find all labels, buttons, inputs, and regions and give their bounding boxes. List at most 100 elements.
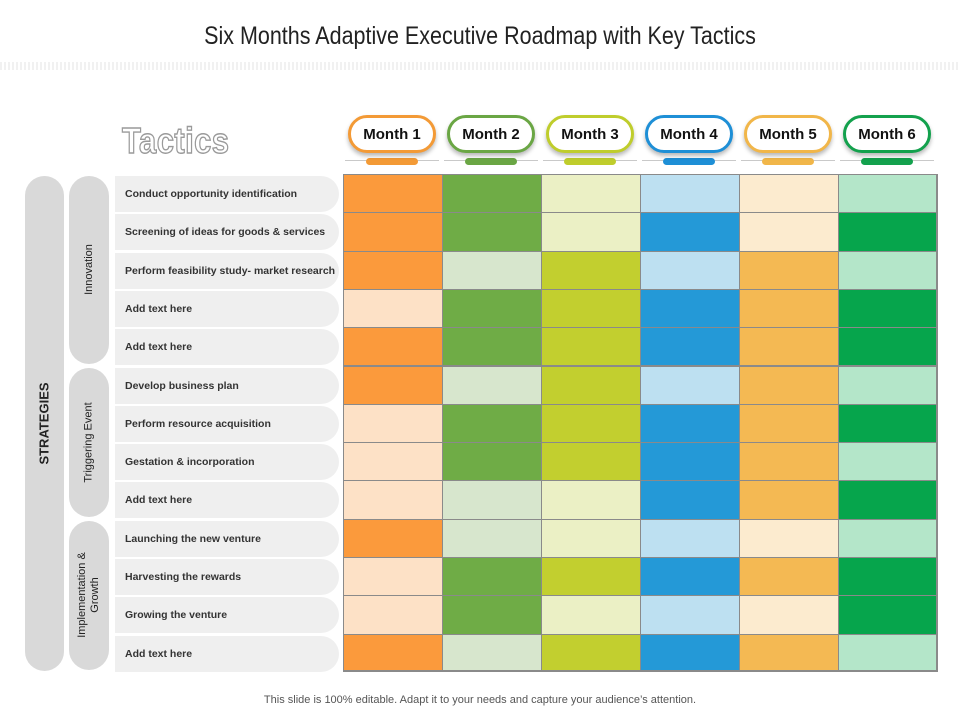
roadmap-cell bbox=[443, 328, 542, 367]
roadmap-cell bbox=[542, 289, 641, 329]
roadmap-cell bbox=[443, 366, 542, 405]
roadmap-cell bbox=[344, 175, 443, 214]
month-color-bar bbox=[663, 158, 715, 165]
roadmap-cell bbox=[344, 596, 443, 635]
roadmap-cell bbox=[542, 404, 641, 444]
month-color-bar bbox=[762, 158, 814, 165]
tactic-row: Add text here bbox=[115, 290, 339, 327]
roadmap-cell bbox=[542, 596, 641, 635]
tactic-row: Add text here bbox=[115, 635, 339, 672]
tactic-label: Add text here bbox=[125, 647, 193, 660]
roadmap-cell bbox=[740, 596, 839, 635]
roadmap-cell bbox=[740, 213, 839, 252]
roadmap-cell bbox=[542, 251, 641, 290]
roadmap-cell bbox=[740, 366, 839, 405]
roadmap-cell bbox=[839, 443, 937, 482]
month-label: Month 4 bbox=[645, 115, 733, 153]
roadmap-cell bbox=[740, 251, 839, 290]
roadmap-cell bbox=[839, 328, 937, 367]
roadmap-cell bbox=[344, 519, 443, 558]
month-label: Month 6 bbox=[843, 115, 931, 153]
roadmap-cell bbox=[344, 404, 443, 444]
roadmap-cell bbox=[740, 175, 839, 214]
month-header: Month 2 bbox=[444, 115, 538, 167]
month-label: Month 3 bbox=[546, 115, 634, 153]
tactic-label: Gestation & incorporation bbox=[125, 456, 255, 469]
roadmap-cell bbox=[641, 366, 740, 405]
title-divider bbox=[0, 62, 960, 70]
roadmap-cell bbox=[641, 175, 740, 214]
roadmap-cell bbox=[443, 175, 542, 214]
roadmap-cell bbox=[443, 404, 542, 444]
tactic-row: Develop business plan bbox=[115, 367, 339, 404]
roadmap-cell bbox=[344, 328, 443, 367]
month-label: Month 2 bbox=[447, 115, 535, 153]
month-header: Month 5 bbox=[741, 115, 835, 167]
roadmap-cell bbox=[839, 558, 937, 597]
tactic-label: Add text here bbox=[125, 341, 193, 354]
roadmap-cell bbox=[740, 328, 839, 367]
roadmap-cell bbox=[542, 519, 641, 558]
tactic-label: Add text here bbox=[125, 494, 193, 507]
tactic-row: Perform feasibility study- market resear… bbox=[115, 252, 339, 289]
strategy-group-label: Triggering Event bbox=[82, 401, 95, 483]
roadmap-cell bbox=[641, 213, 740, 252]
tactic-label: Develop business plan bbox=[125, 379, 239, 392]
roadmap-cell bbox=[641, 558, 740, 597]
roadmap-cell bbox=[641, 519, 740, 558]
strategies-label-wrap: STRATEGIES bbox=[25, 176, 64, 671]
strategy-group-label: Implementation & Growth bbox=[76, 552, 102, 639]
tactic-row: Perform resource acquisition bbox=[115, 405, 339, 442]
roadmap-cell bbox=[839, 251, 937, 290]
roadmap-cell bbox=[542, 328, 641, 367]
tactic-row: Harvesting the rewards bbox=[115, 559, 339, 595]
roadmap-cell bbox=[740, 558, 839, 597]
roadmap-cell bbox=[641, 481, 740, 520]
tactic-row: Launching the new venture bbox=[115, 520, 339, 557]
month-header: Month 3 bbox=[543, 115, 637, 167]
roadmap-cell bbox=[443, 289, 542, 329]
roadmap-cell bbox=[542, 213, 641, 252]
roadmap-cell bbox=[443, 596, 542, 635]
roadmap-cell bbox=[641, 289, 740, 329]
tactic-label: Launching the new venture bbox=[125, 532, 261, 545]
roadmap-cell bbox=[740, 443, 839, 482]
roadmap-cell bbox=[839, 481, 937, 520]
strategy-group: Innovation bbox=[69, 176, 109, 364]
roadmap-cell bbox=[740, 481, 839, 520]
tactic-label: Growing the venture bbox=[125, 609, 228, 622]
roadmap-cell bbox=[839, 519, 937, 558]
tactic-row: Growing the venture bbox=[115, 597, 339, 634]
tactic-label: Perform resource acquisition bbox=[125, 417, 271, 430]
roadmap-cell bbox=[542, 366, 641, 405]
strategies-label: STRATEGIES bbox=[37, 382, 53, 465]
roadmap-cell bbox=[344, 289, 443, 329]
month-color-bar bbox=[465, 158, 517, 165]
roadmap-cell bbox=[344, 558, 443, 597]
strategy-group: Implementation & Growth bbox=[69, 520, 109, 670]
month-color-bar bbox=[366, 158, 418, 165]
strategies-band bbox=[25, 176, 64, 671]
tactic-row: Add text here bbox=[115, 329, 339, 366]
roadmap-cell bbox=[641, 404, 740, 444]
roadmap-cell bbox=[641, 443, 740, 482]
month-color-bar bbox=[564, 158, 616, 165]
roadmap-cell bbox=[740, 404, 839, 444]
roadmap-cell bbox=[344, 251, 443, 290]
tactics-heading: Tactics bbox=[121, 119, 230, 161]
roadmap-cell bbox=[542, 443, 641, 482]
tactic-row: Gestation & incorporation bbox=[115, 444, 339, 481]
tactic-label: Perform feasibility study- market resear… bbox=[125, 264, 336, 277]
roadmap-cell bbox=[443, 481, 542, 520]
tactic-label: Screening of ideas for goods & services bbox=[125, 226, 326, 239]
roadmap-cell bbox=[542, 481, 641, 520]
page-title: Six Months Adaptive Executive Roadmap wi… bbox=[204, 22, 756, 50]
tactic-row: Screening of ideas for goods & services bbox=[115, 214, 339, 251]
tactic-row: Add text here bbox=[115, 482, 339, 519]
roadmap-cell bbox=[443, 634, 542, 671]
roadmap-cell bbox=[344, 634, 443, 671]
month-color-bar bbox=[861, 158, 913, 165]
strategy-group-label: Innovation bbox=[82, 244, 95, 296]
tactic-label: Add text here bbox=[125, 302, 193, 315]
roadmap-cell bbox=[740, 634, 839, 671]
